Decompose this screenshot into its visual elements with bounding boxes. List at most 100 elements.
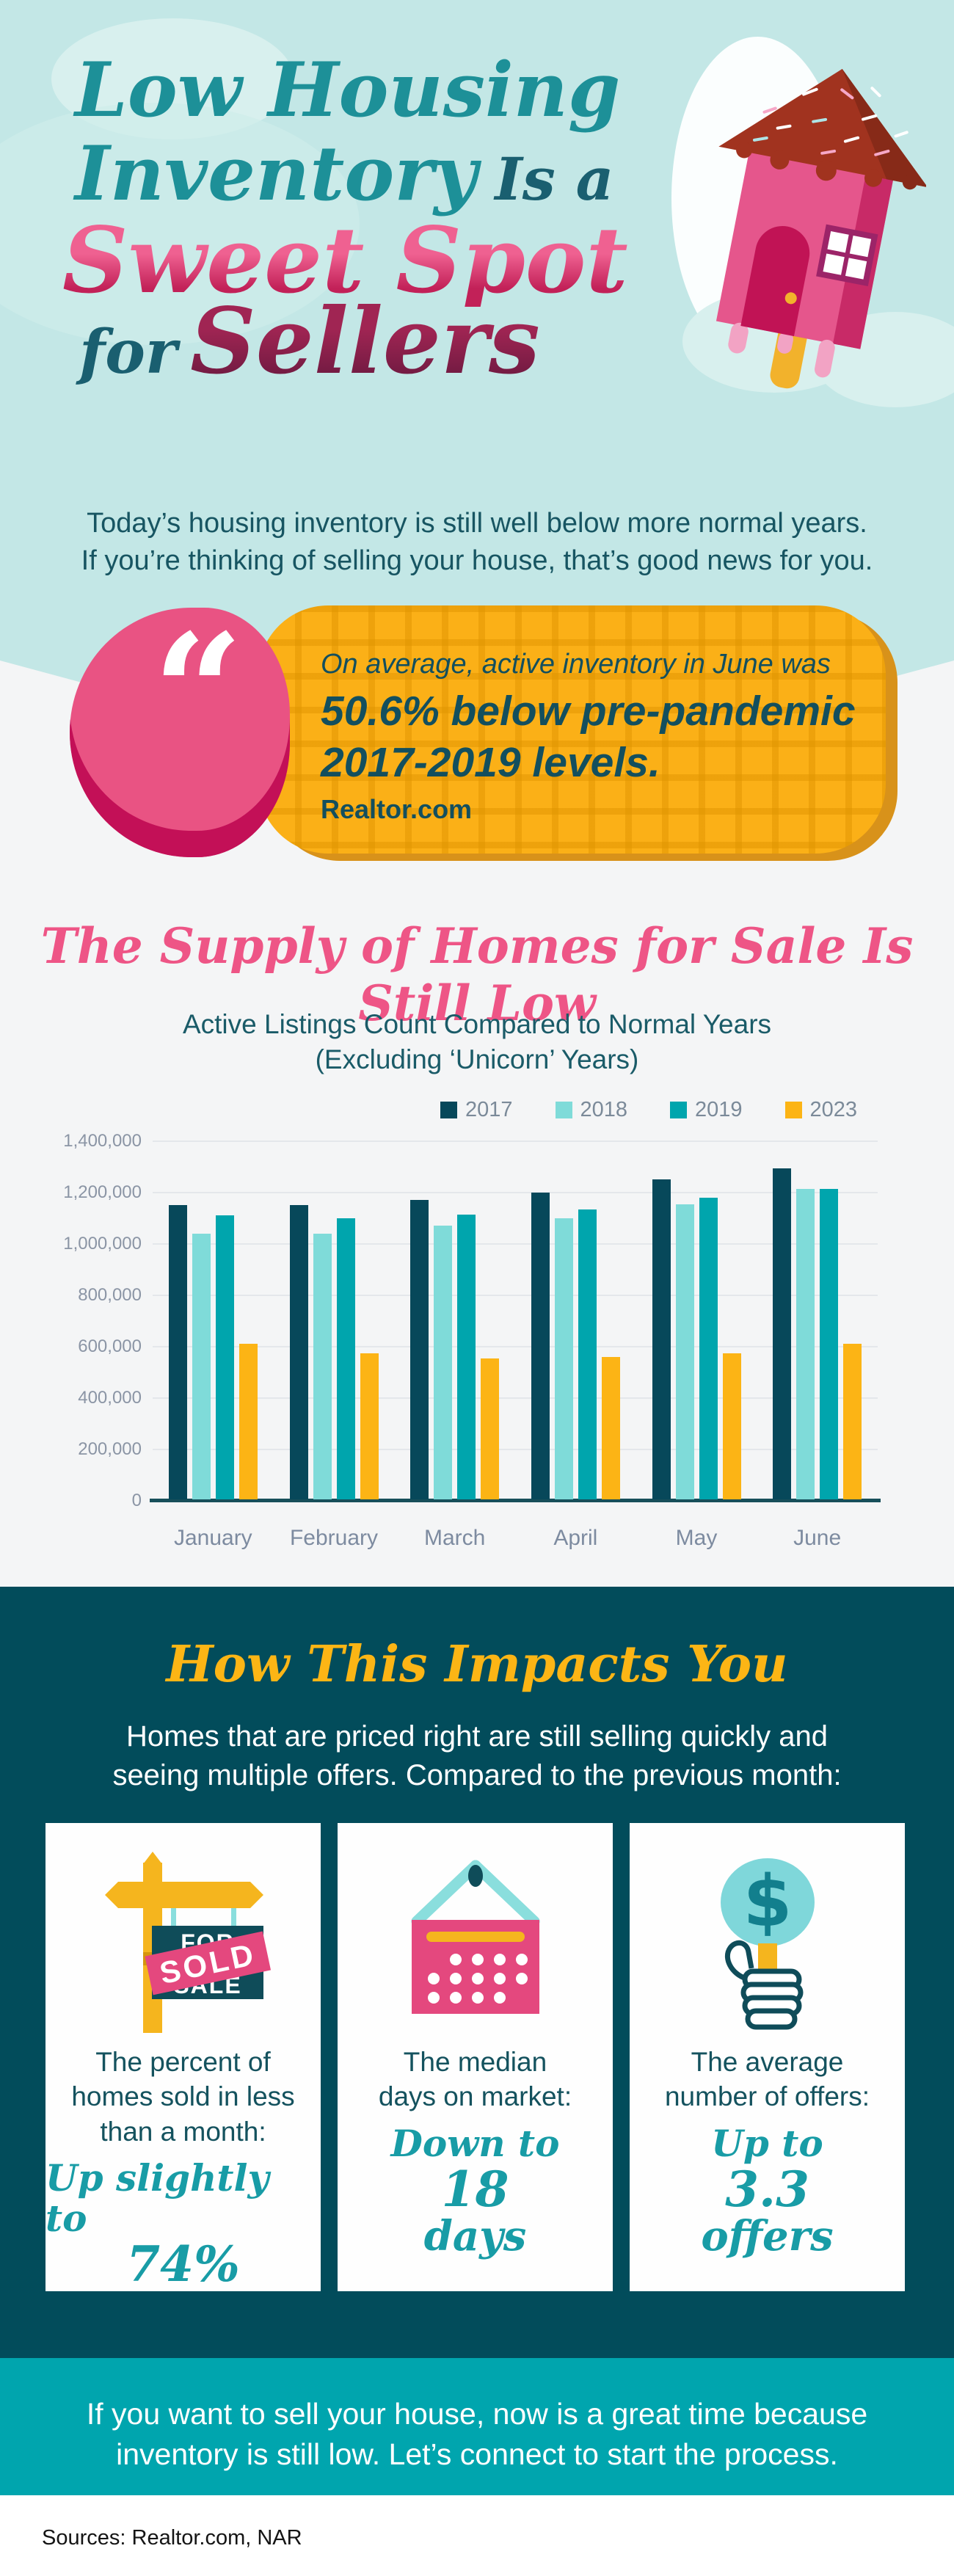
card-stat-lead: Up to [711,2121,823,2165]
bar-2017-february [289,1205,308,1499]
card-stat-value: 18 [441,2160,509,2218]
x-axis-label-february: February [289,1526,379,1550]
bar-2023-february [360,1353,379,1499]
chart-subtitle-line2: (Excluding ‘Unicorn’ Years) [315,1044,639,1075]
chart-plot: 1,400,000 1,200,000 1,000,000 800,000 600,00… [63,1131,881,1550]
card-text: The percent of [95,2047,271,2077]
title-line4-small: for [79,317,178,388]
chart-legend: 2017 2018 2019 2023 [440,1098,857,1122]
dollar-icon: $ [743,1860,792,1943]
bar-2019-january [215,1215,234,1499]
title-line2-script: Inventory [75,130,478,218]
card-days-on-market: The median days on market: Down to 18 da… [338,1823,613,2291]
card-stat-value: 74% [126,2235,240,2293]
impact-cards: FOR SALE SOLD The percent of homes sold … [45,1823,909,2291]
bar-2019-april [578,1209,597,1499]
card-stat-unit: offers [701,2211,834,2260]
quote-line1: On average, active inventory in June was [321,649,831,680]
cloud-icon [0,103,360,345]
card-stat-value: 3.3 [725,2160,809,2218]
bar-2017-april [531,1192,550,1499]
legend-item-2017: 2017 [440,1098,513,1122]
quote-mark-icon: “ [153,599,244,785]
header-subtitle-line1: Today’s housing inventory is still well … [87,508,867,539]
card-average-offers: $ The average number of offers: Up to 3.… [630,1823,905,2291]
bar-2018-january [192,1233,211,1499]
bar-2017-march [410,1200,429,1499]
quote-line3: 2017-2019 levels. [321,739,660,786]
legend-item-2023: 2023 [784,1098,858,1122]
title-line-1: Low Housing [75,46,621,134]
legend-label-2019: 2019 [695,1098,743,1121]
card-stat-lead: Up slightly to [45,2156,269,2241]
offers-paddle-icon: $ [720,1858,815,2030]
y-axis-label: 600,000 [78,1336,142,1356]
cta-band-background [0,2358,954,2495]
quote-line2: 50.6% below pre-pandemic [321,688,856,735]
bar-2023-january [238,1344,258,1499]
bar-2019-february [336,1218,355,1499]
y-axis-label: 1,400,000 [63,1131,142,1151]
card-text: homes sold in less [71,2081,295,2112]
x-axis-label-june: June [793,1526,842,1550]
title-line4-big: Sellers [190,288,540,395]
cta-text: If you want to sell your house, now is a… [0,2394,954,2474]
card-percent-sold: FOR SALE SOLD The percent of homes sold … [45,1823,321,2291]
card-text: days on market: [378,2081,572,2112]
card-text: The average [691,2047,844,2077]
chart-title: The Supply of Homes for Sale Is Still Lo… [40,917,914,1032]
gridline [153,1140,878,1142]
header-subtitle: Today’s housing inventory is still well … [0,505,954,581]
card-stat-unit: days [423,2211,527,2260]
impact-intro-line1: Homes that are priced right are still se… [126,1720,828,1753]
y-axis-label: 200,000 [78,1439,142,1459]
quote-attribution: Realtor.com [321,794,473,824]
gridline [153,1346,878,1347]
y-axis-label: 1,000,000 [63,1234,142,1254]
gridline [150,1499,881,1502]
bar-2023-may [722,1353,741,1499]
header-subtitle-line2: If you’re thinking of selling your house… [81,545,873,577]
bar-2019-june [820,1188,839,1499]
gridline [153,1449,878,1450]
legend-swatch-2018 [555,1102,572,1118]
x-axis-label-january: January [173,1526,252,1550]
legend-label-2023: 2023 [809,1098,858,1121]
legend-label-2017: 2017 [465,1098,513,1121]
legend-swatch-2023 [784,1102,802,1118]
popsicle-house-icon [716,68,926,389]
bar-2023-june [843,1344,862,1499]
x-axis-label-march: March [423,1526,486,1550]
quote-pink-blob [70,608,290,857]
gridline [153,1397,878,1399]
bar-2023-april [601,1356,620,1499]
title-line-3: Sweet Spot [62,208,628,314]
bar-2023-march [481,1358,500,1499]
y-axis-label: 1,200,000 [63,1182,142,1202]
quote-box [258,605,886,854]
bar-2017-may [652,1179,671,1499]
legend-swatch-2017 [440,1102,457,1118]
card-text: than a month: [100,2116,266,2147]
impact-heading: How This Impacts You [166,1635,788,1694]
bar-2019-march [457,1214,476,1499]
impact-intro-line2: seeing multiple offers. Compared to the … [112,1758,842,1791]
legend-label-2018: 2018 [580,1098,628,1121]
chart-subtitle: Active Listings Count Compared to Normal… [0,1007,954,1077]
y-axis-label: 400,000 [78,1388,142,1408]
card-text: The median [403,2047,547,2077]
bar-2018-june [796,1188,815,1499]
title-line-2: Inventory Is a [75,137,614,211]
cta-line2: inventory is still low. Let’s connect to… [116,2437,838,2471]
sold-sign-icon: FOR SALE SOLD [104,1852,271,2033]
card-stat-lead: Down to [390,2121,560,2165]
sources-note: Sources: Realtor.com, NAR [42,2526,302,2550]
cta-line1: If you want to sell your house, now is a… [86,2397,868,2431]
y-axis-label: 800,000 [78,1285,142,1305]
x-axis-label-may: May [675,1526,718,1550]
gridline [153,1295,878,1296]
bar-2018-march [434,1226,453,1499]
bar-2018-april [554,1218,573,1499]
bar-2018-february [313,1233,332,1499]
